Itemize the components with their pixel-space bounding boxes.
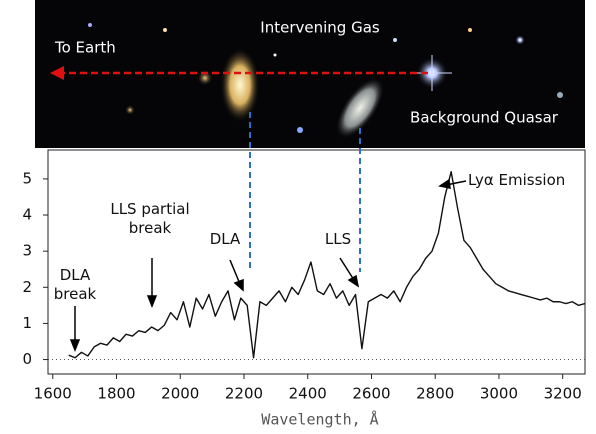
arrow-head bbox=[440, 180, 450, 188]
y-tick-label: 4 bbox=[22, 206, 32, 224]
y-tick-label: 0 bbox=[22, 350, 32, 368]
x-tick-label: 2600 bbox=[352, 385, 390, 403]
y-tick-label: 5 bbox=[22, 169, 32, 187]
annotation: DLA bbox=[205, 230, 245, 249]
x-tick-label: 2400 bbox=[289, 385, 327, 403]
image-label: Background Quasar bbox=[410, 109, 559, 127]
y-tick-label: 1 bbox=[22, 314, 32, 332]
x-tick-label: 1800 bbox=[97, 385, 135, 403]
image-label: Intervening Gas bbox=[260, 19, 380, 37]
x-tick-label: 3200 bbox=[544, 385, 582, 403]
galaxy bbox=[220, 47, 260, 123]
star bbox=[393, 38, 397, 42]
chart: Intervening Gas To Earth Background Quas… bbox=[0, 0, 596, 434]
x-tick-label: 3000 bbox=[480, 385, 518, 403]
x-tick-label: 2800 bbox=[416, 385, 454, 403]
y-tick-label: 3 bbox=[22, 242, 32, 260]
x-axis-label: Wavelength, Å bbox=[261, 410, 378, 429]
sky-image: Intervening Gas To Earth Background Quas… bbox=[35, 0, 585, 148]
image-label: To Earth bbox=[54, 39, 116, 57]
star bbox=[557, 92, 563, 98]
arrow bbox=[340, 258, 354, 280]
star bbox=[88, 23, 92, 27]
x-tick-label: 1600 bbox=[34, 385, 72, 403]
annotation: DLA break bbox=[45, 266, 105, 304]
x-tick-label: 2200 bbox=[225, 385, 263, 403]
y-tick-label: 2 bbox=[22, 278, 32, 296]
star bbox=[515, 35, 525, 45]
annotation: LLS partial break bbox=[95, 200, 205, 238]
star bbox=[274, 54, 277, 57]
galaxy bbox=[125, 105, 135, 115]
arrow-head bbox=[349, 276, 358, 286]
figure: Intervening Gas To Earth Background Quas… bbox=[0, 0, 596, 434]
star bbox=[163, 28, 167, 32]
arrow-head bbox=[235, 280, 243, 290]
arrow bbox=[230, 260, 240, 284]
arrow-head bbox=[71, 340, 79, 350]
annotation: LLS bbox=[318, 230, 358, 249]
annotation: Lyα Emission bbox=[468, 171, 588, 190]
arrow-head bbox=[148, 296, 156, 306]
star bbox=[468, 28, 472, 32]
star bbox=[297, 127, 303, 133]
x-tick-label: 2000 bbox=[161, 385, 199, 403]
